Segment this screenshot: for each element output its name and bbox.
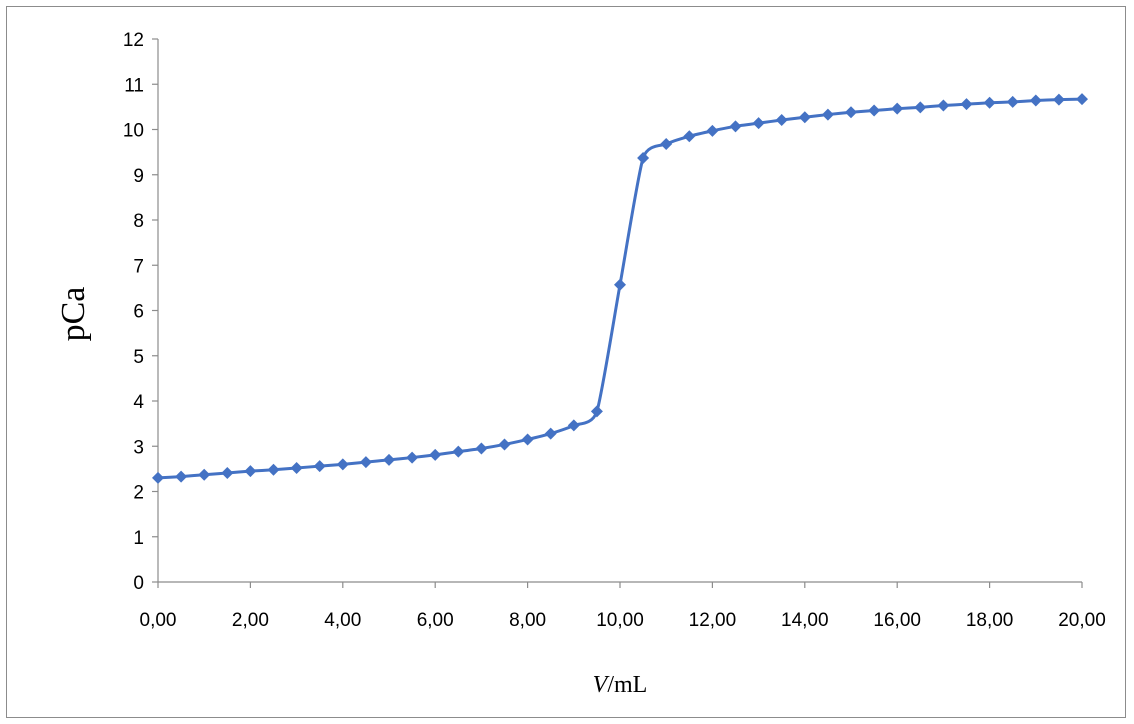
data-point-marker	[336, 458, 349, 471]
x-axis-title-unit: /mL	[607, 672, 647, 698]
x-tick-label: 8,00	[509, 610, 546, 631]
x-tick-label: 0,00	[140, 610, 177, 631]
data-point-marker	[198, 468, 211, 481]
series-ca	[152, 93, 1088, 484]
data-point-marker	[544, 427, 557, 440]
data-point-marker	[706, 124, 719, 137]
x-tick-label: 10,00	[596, 610, 644, 631]
y-tick-label: 8	[133, 211, 144, 232]
data-point-marker	[244, 465, 257, 478]
y-tick-label: 6	[133, 302, 144, 323]
x-tick-label: 6,00	[417, 610, 454, 631]
y-tick-label: 9	[133, 166, 144, 187]
x-tick-label: 16,00	[873, 610, 921, 631]
data-point-marker	[660, 137, 673, 150]
x-tick-label: 14,00	[781, 610, 829, 631]
data-point-marker	[845, 106, 857, 119]
data-point-marker	[1076, 93, 1088, 106]
data-point-marker	[983, 96, 996, 109]
y-tick-label: 3	[133, 437, 144, 458]
data-point-marker	[1006, 95, 1019, 108]
data-point-marker	[868, 104, 881, 117]
data-point-marker	[729, 120, 742, 133]
y-tick-label: 11	[124, 75, 144, 96]
data-point-marker	[290, 461, 303, 474]
x-tick-label: 12,00	[689, 610, 737, 631]
data-point-marker	[567, 419, 580, 432]
data-point-marker	[614, 278, 626, 291]
data-point-marker	[775, 113, 788, 126]
data-point-marker	[960, 98, 973, 111]
chart-frame	[6, 6, 1126, 718]
y-tick-label: 0	[133, 573, 144, 594]
y-tick-label: 5	[133, 347, 144, 368]
data-point-marker	[752, 117, 765, 130]
data-point-marker	[406, 451, 419, 464]
data-point-marker	[521, 433, 534, 446]
data-point-marker	[383, 453, 395, 466]
data-point-marker	[1052, 93, 1065, 106]
data-point-marker	[590, 405, 603, 418]
y-tick-label: 12	[123, 30, 144, 51]
x-axis-title-variable: V	[593, 672, 610, 698]
data-point-marker	[637, 152, 650, 165]
data-point-marker	[267, 463, 280, 476]
x-tick-label: 20,00	[1058, 610, 1106, 631]
data-point-marker	[359, 456, 372, 469]
x-tick-label: 4,00	[324, 610, 361, 631]
data-point-marker	[313, 460, 326, 473]
data-point-marker	[152, 471, 164, 484]
x-axis: 0,00 2,00 4,00 6,00 8,00 10,00 12,00 14,00 16,00…	[140, 581, 1106, 631]
data-point-marker	[1029, 94, 1042, 107]
data-point-marker	[475, 442, 488, 455]
data-point-marker	[683, 130, 696, 143]
y-tick-label: 7	[133, 256, 144, 277]
data-point-marker	[798, 111, 811, 124]
data-point-marker	[914, 101, 927, 114]
data-point-marker	[891, 102, 904, 115]
data-point-marker	[498, 438, 511, 451]
data-point-marker	[937, 99, 950, 112]
y-tick-label: 1	[133, 528, 144, 549]
data-point-marker	[175, 470, 188, 483]
y-tick-label: 2	[133, 483, 144, 504]
x-axis-title: V/mL	[593, 672, 648, 698]
data-point-marker	[429, 448, 442, 461]
data-point-marker	[221, 466, 234, 479]
data-point-marker	[821, 108, 834, 121]
data-point-marker	[452, 445, 465, 458]
y-tick-label: 4	[133, 392, 144, 413]
x-tick-label: 18,00	[966, 610, 1014, 631]
x-tick-label: 2,00	[232, 610, 269, 631]
y-tick-label: 10	[123, 121, 144, 142]
y-axis-title: pCa	[55, 287, 92, 342]
